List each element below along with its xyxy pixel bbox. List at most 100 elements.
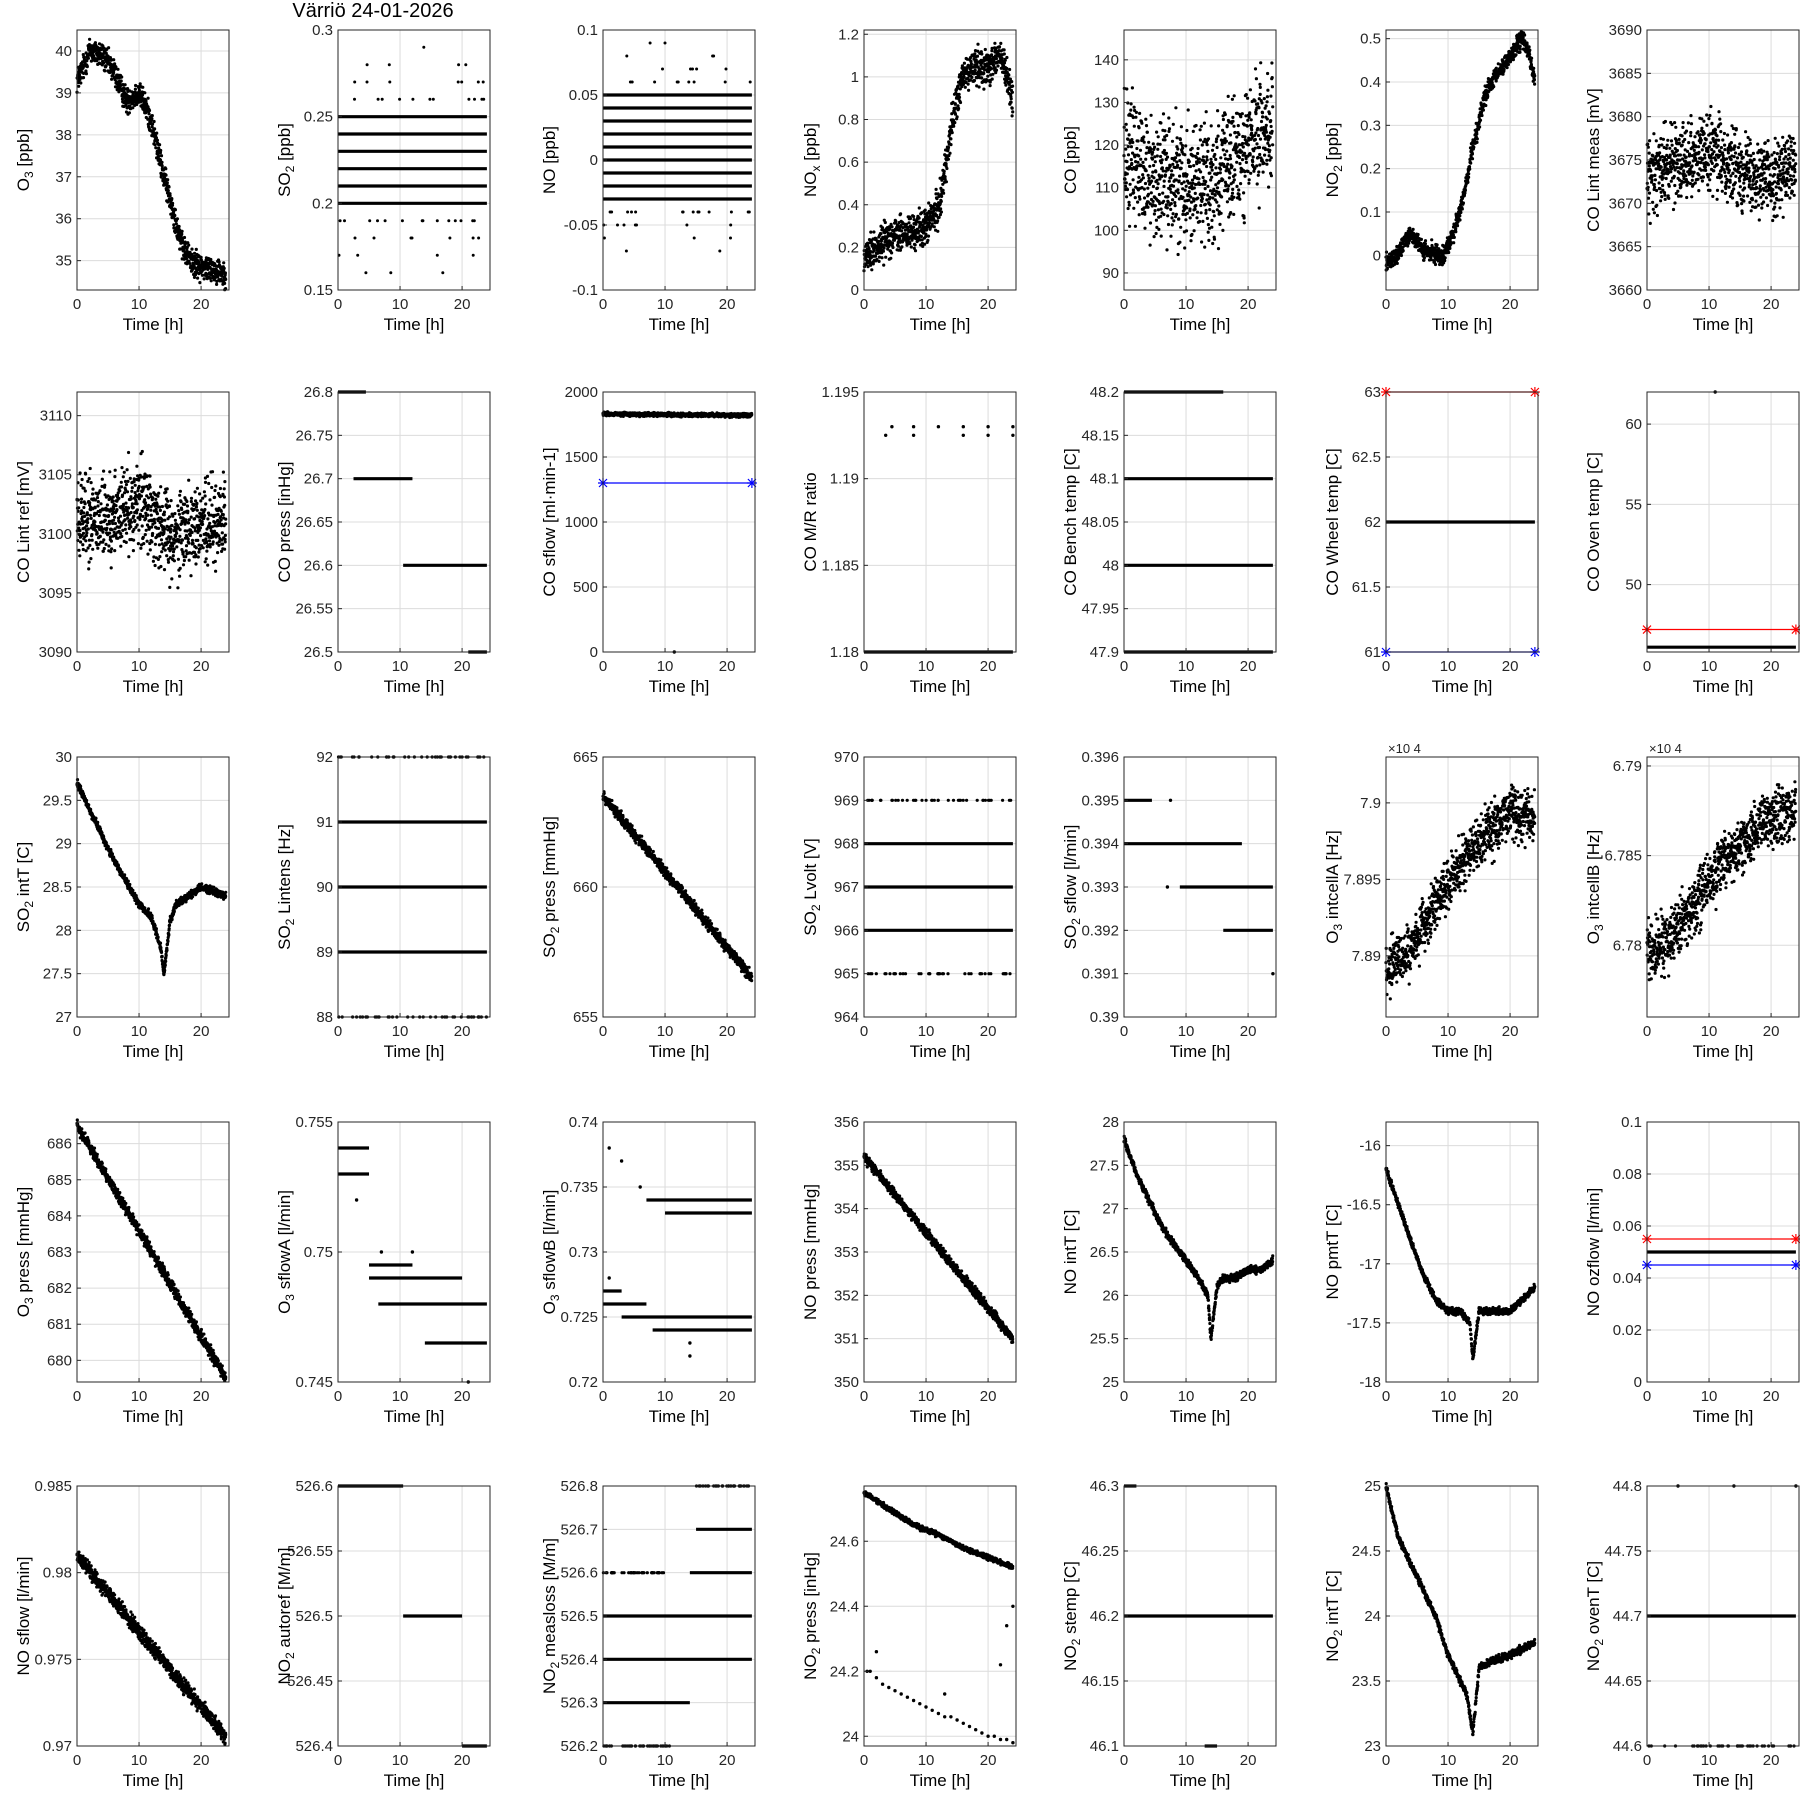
data-point — [1176, 163, 1180, 167]
data-point — [1180, 161, 1184, 165]
data-point — [723, 80, 727, 84]
data-point — [79, 540, 83, 544]
data-point — [1528, 52, 1532, 57]
data-point — [387, 63, 391, 67]
data-point — [1782, 144, 1787, 148]
data-point — [1771, 188, 1775, 192]
data-point — [459, 219, 463, 223]
y-tick-label: 0.6 — [838, 154, 859, 171]
data-point — [955, 115, 959, 119]
data-point — [1209, 178, 1213, 182]
data-point — [1269, 119, 1273, 123]
data-point — [77, 84, 81, 88]
data-point — [1253, 99, 1257, 103]
data-point — [1250, 124, 1254, 128]
data-point — [1179, 166, 1183, 170]
data-point — [1661, 137, 1665, 141]
data-point — [911, 225, 916, 229]
data-point — [422, 45, 426, 49]
data-point — [1739, 160, 1743, 164]
data-point — [1710, 161, 1714, 165]
data-point — [109, 57, 113, 62]
data-point — [185, 262, 189, 266]
data-point — [1707, 145, 1711, 149]
data-point — [1669, 139, 1674, 143]
x-tick-label: 10 — [918, 296, 935, 313]
data-point — [77, 506, 81, 510]
data-point — [633, 223, 637, 227]
data-point — [1529, 62, 1533, 67]
data-point — [1690, 164, 1694, 168]
data-point — [204, 258, 208, 262]
data-point — [746, 210, 750, 214]
data-point — [1134, 115, 1138, 119]
data-point — [1157, 192, 1161, 197]
data-point — [1748, 138, 1752, 142]
data-point — [187, 243, 191, 247]
data-point — [890, 251, 894, 255]
data-point — [1248, 153, 1252, 157]
data-point — [1740, 202, 1744, 206]
data-point — [88, 543, 92, 548]
data-point — [1165, 206, 1169, 210]
data-point — [164, 167, 168, 171]
data-point — [102, 469, 106, 473]
data-point — [1654, 139, 1658, 143]
data-point — [1266, 88, 1270, 92]
data-point — [481, 80, 485, 84]
data-point — [1505, 66, 1509, 70]
data-point — [953, 112, 958, 116]
data-point — [1258, 152, 1262, 157]
data-point — [1187, 160, 1191, 164]
data-point — [112, 70, 116, 75]
data-point — [1794, 162, 1798, 166]
data-point — [626, 210, 630, 214]
data-point — [1258, 92, 1262, 96]
data-point — [97, 513, 101, 518]
data-point — [1745, 173, 1749, 177]
data-point — [182, 235, 187, 240]
data-point — [1199, 203, 1203, 208]
data-point — [1219, 156, 1223, 160]
data-point — [1782, 165, 1786, 169]
data-point — [84, 69, 88, 73]
data-point — [79, 483, 83, 487]
data-point — [957, 92, 961, 96]
data-point — [1205, 158, 1209, 162]
y-tick-label: 110 — [1095, 180, 1119, 197]
data-point — [1528, 48, 1532, 52]
data-point — [1124, 128, 1129, 132]
data-point — [476, 80, 480, 84]
data-point — [1227, 215, 1231, 219]
data-point — [1690, 195, 1694, 199]
data-point — [1776, 141, 1780, 145]
data-point — [1002, 48, 1006, 52]
x-tick-label: 0 — [1643, 296, 1651, 313]
data-point — [1774, 191, 1778, 196]
data-point — [198, 281, 202, 285]
data-point — [1659, 165, 1663, 169]
data-point — [692, 236, 696, 240]
data-point — [1143, 212, 1147, 216]
x-tick-label: 0 — [860, 296, 868, 313]
data-point — [1253, 146, 1257, 150]
data-point — [1178, 240, 1182, 244]
y-tick-label: 0.4 — [838, 197, 859, 214]
data-point — [1215, 186, 1220, 190]
data-point — [1729, 157, 1733, 162]
data-point — [1696, 130, 1700, 134]
data-point — [1176, 252, 1180, 257]
data-point — [1727, 185, 1731, 189]
data-point — [1259, 61, 1263, 65]
data-point — [1518, 50, 1522, 54]
data-point — [1663, 193, 1667, 197]
data-point — [1667, 184, 1671, 188]
data-point — [86, 521, 90, 525]
data-point — [447, 219, 451, 223]
data-point — [448, 236, 452, 240]
data-point — [96, 546, 100, 550]
data-point — [1518, 44, 1522, 49]
y-tick-label: 0.1 — [1360, 204, 1381, 221]
